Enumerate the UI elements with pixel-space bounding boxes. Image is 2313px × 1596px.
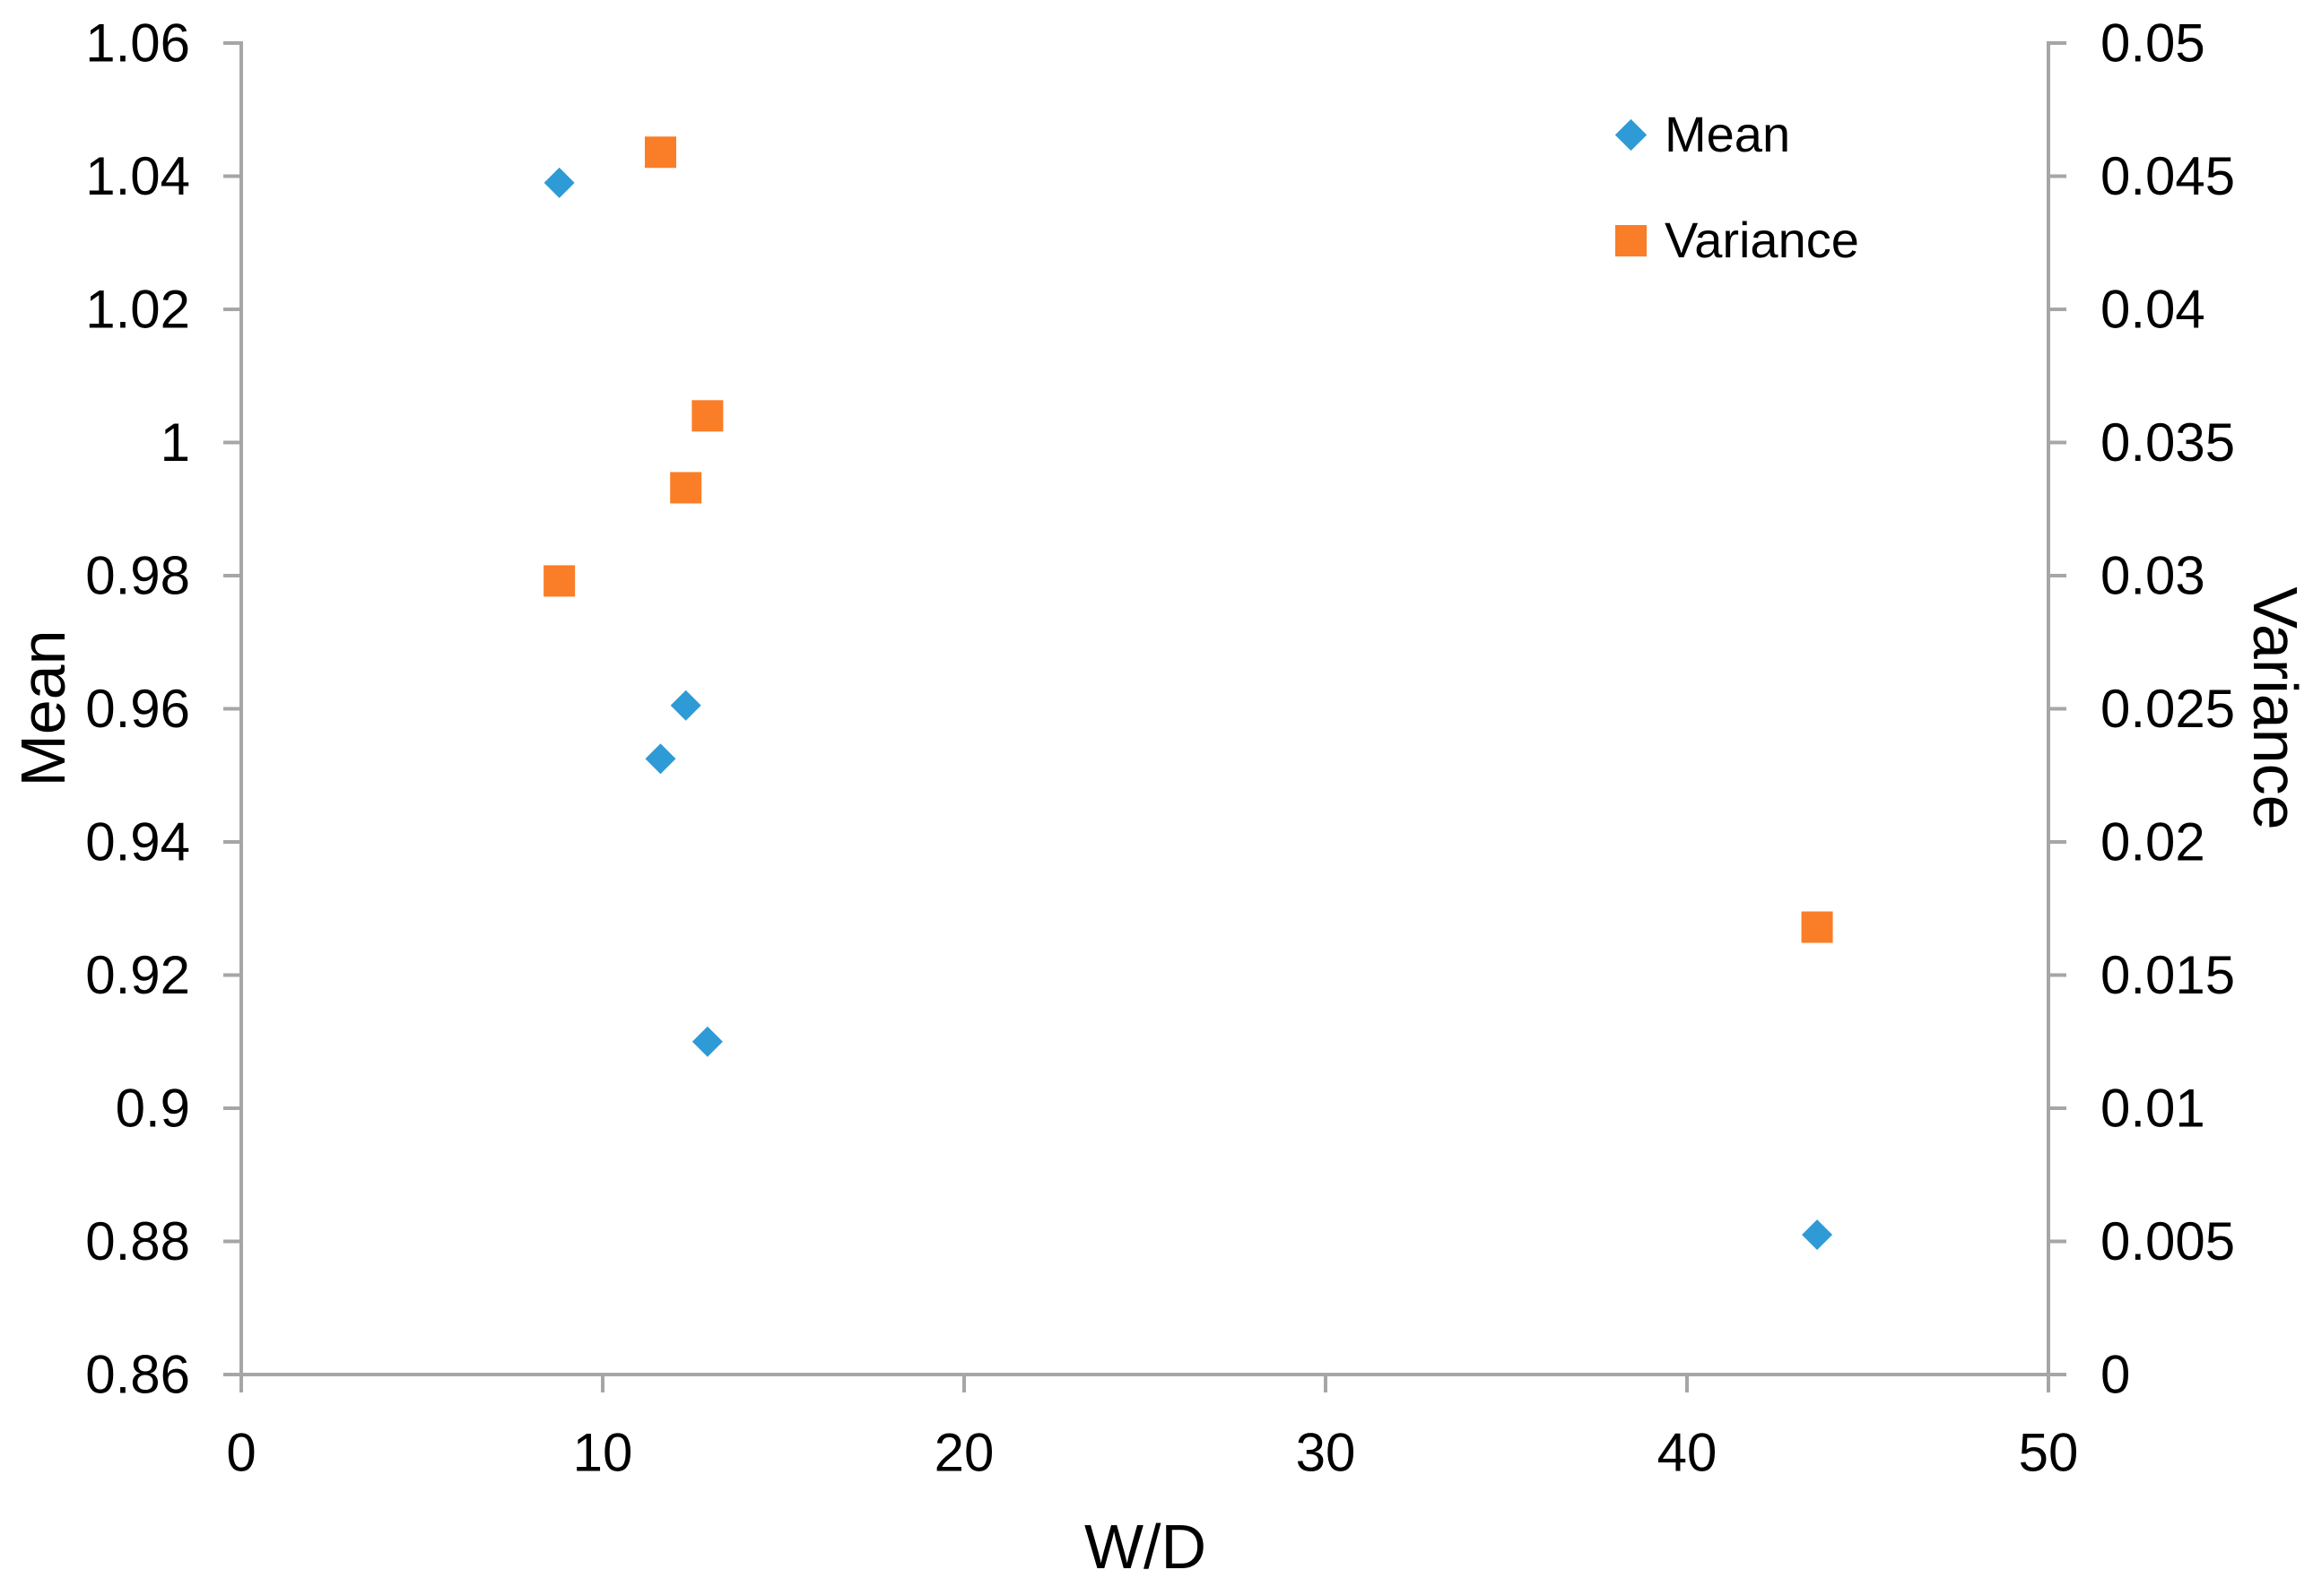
data-point-mean <box>670 690 701 721</box>
x-axis-tick-label: 10 <box>573 1423 633 1483</box>
data-point-mean <box>691 1026 723 1057</box>
left-axis-tick-label: 0.96 <box>85 679 190 739</box>
variance-legend-marker-icon <box>1614 224 1647 256</box>
right-axis-tick-label: 0.04 <box>2100 280 2205 340</box>
x-axis-tick-label: 50 <box>2019 1423 2079 1483</box>
right-axis-tick-label: 0.025 <box>2100 679 2235 739</box>
legend: Mean Variance <box>1614 106 1859 269</box>
data-point-mean <box>645 743 676 775</box>
legend-label-mean: Mean <box>1665 106 1791 162</box>
left-axis-tick-label: 1.02 <box>85 280 190 340</box>
right-axis-tick-label: 0.05 <box>2100 13 2205 74</box>
right-axis-tick-label: 0.02 <box>2100 812 2205 872</box>
left-axis-tick-label: 0.94 <box>85 812 190 872</box>
left-axis-tick-label: 0.9 <box>116 1079 190 1139</box>
left-axis-tick-label: 0.92 <box>85 945 190 1005</box>
right-axis-tick-label: 0 <box>2100 1345 2130 1405</box>
right-axis-tick-label: 0.045 <box>2100 146 2235 206</box>
left-axis-tick-label: 1.06 <box>85 13 190 74</box>
mean-legend-marker-icon <box>1614 118 1647 151</box>
y-axis-title-left: Mean <box>8 629 78 787</box>
data-point-mean <box>543 167 575 198</box>
data-point-variance <box>543 565 576 597</box>
legend-item-mean: Mean <box>1614 106 1859 163</box>
left-axis-tick-label: 0.98 <box>85 546 190 606</box>
right-axis-tick-label: 0.015 <box>2100 945 2235 1005</box>
legend-label-variance: Variance <box>1665 212 1859 268</box>
right-axis-tick-label: 0.03 <box>2100 546 2205 606</box>
data-point-variance <box>670 472 702 504</box>
x-axis-title: W/D <box>1083 1512 1207 1582</box>
data-point-variance <box>1801 911 1833 943</box>
left-axis-tick-label: 0.88 <box>85 1211 190 1271</box>
x-axis-tick-label: 30 <box>1296 1423 1356 1483</box>
left-axis-tick-label: 1.04 <box>85 146 190 206</box>
left-axis-tick-label: 0.86 <box>85 1345 190 1405</box>
right-axis-tick-label: 0.035 <box>2100 412 2235 473</box>
x-axis-tick-label: 40 <box>1657 1423 1717 1483</box>
data-point-variance <box>644 136 676 169</box>
data-point-mean <box>1802 1219 1833 1251</box>
x-axis-tick-label: 20 <box>935 1423 995 1483</box>
left-axis-tick-label: 1 <box>161 412 190 473</box>
x-axis-tick-label: 0 <box>226 1423 256 1483</box>
right-axis-tick-label: 0.005 <box>2100 1211 2235 1271</box>
right-axis-tick-label: 0.01 <box>2100 1079 2205 1139</box>
legend-item-variance: Variance <box>1614 212 1859 269</box>
data-point-variance <box>691 400 724 432</box>
y-axis-title-right: Variance <box>2240 586 2310 830</box>
